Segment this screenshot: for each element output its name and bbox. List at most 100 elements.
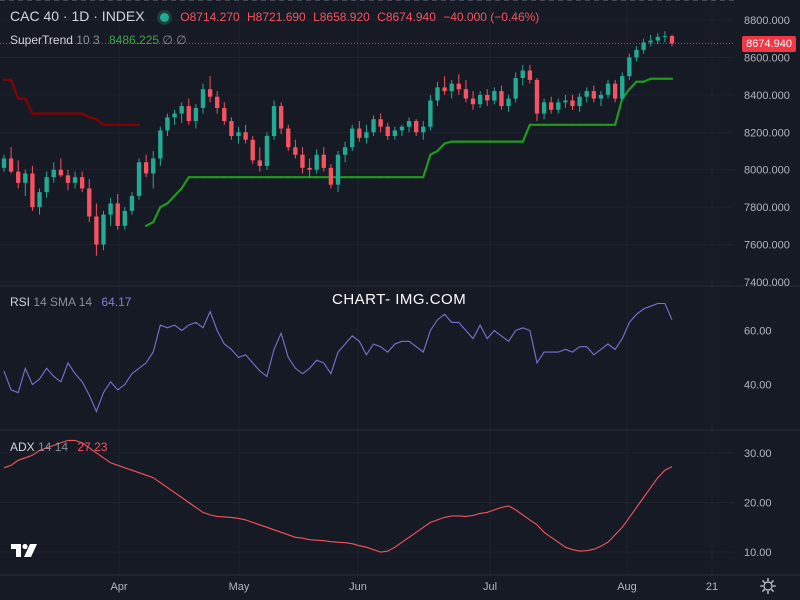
candle — [421, 121, 426, 140]
candle — [257, 147, 263, 172]
candle-body — [549, 102, 554, 110]
candle-body — [215, 96, 220, 108]
candle — [641, 38, 646, 54]
supertrend-segment — [429, 149, 439, 156]
candle-body — [456, 83, 461, 90]
candle — [94, 203, 99, 256]
candle-body — [314, 154, 319, 170]
candle — [350, 124, 355, 151]
candle — [51, 162, 56, 183]
candle-body — [122, 210, 127, 226]
supertrend-segment — [145, 221, 155, 227]
candle-body — [477, 94, 483, 105]
candle — [392, 126, 398, 140]
candle-body — [229, 121, 234, 137]
candle-body — [72, 177, 78, 183]
candle — [399, 124, 405, 137]
candle — [37, 188, 42, 215]
candle-body — [207, 89, 213, 97]
supertrend-segment — [642, 77, 652, 83]
x-tick-label: May — [229, 581, 250, 593]
candle — [30, 165, 35, 211]
price-tick-label: 8000.000 — [744, 165, 790, 177]
candle — [541, 98, 547, 120]
candle — [207, 76, 213, 103]
last-price-tag: 8674.940 — [742, 36, 796, 52]
ohlc-low: L8658.920 — [313, 10, 370, 24]
supertrend-segment — [24, 97, 34, 115]
candle — [264, 132, 270, 170]
candle-body — [108, 203, 113, 215]
candle-body — [634, 49, 639, 58]
candle-body — [321, 154, 326, 168]
candle-body — [250, 139, 255, 161]
rsi-label: RSI — [10, 295, 31, 309]
candle-body — [51, 169, 56, 178]
candle-body — [428, 100, 433, 127]
candle-body — [335, 154, 341, 185]
ohlc-close: C8674.940 — [377, 10, 436, 24]
candle — [612, 79, 618, 103]
candle-body — [612, 83, 618, 99]
candle-body — [357, 128, 362, 138]
symbol-title[interactable]: CAC 40 · 1D · INDEX — [10, 8, 145, 24]
candle — [492, 87, 497, 105]
grid-lines — [0, 0, 800, 576]
candle — [328, 164, 334, 189]
candle — [627, 53, 632, 80]
candle-body — [278, 106, 284, 129]
candle-body — [563, 100, 568, 103]
candle-body — [350, 128, 355, 148]
candle-body — [200, 89, 206, 108]
candle-body — [16, 171, 21, 183]
price-pane[interactable] — [0, 31, 734, 256]
rsi-legend[interactable]: RSI 14 SMA 14 64.17 — [10, 295, 131, 309]
candle-body — [165, 117, 170, 131]
price-axis: 8800.000 8600.000 8400.000 8200.000 8000.000… — [744, 15, 790, 559]
supertrend-value: 8486.225 — [108, 33, 160, 47]
rsi-pane[interactable] — [0, 0, 734, 413]
candle — [215, 91, 220, 114]
price-tick-label: 8800.000 — [744, 15, 790, 27]
supertrend-legend[interactable]: SuperTrend 10 3 8486.225 ∅ ∅ — [10, 33, 187, 47]
candle — [286, 124, 291, 151]
candle-body — [151, 158, 156, 174]
candle-body — [236, 132, 241, 137]
candle — [143, 154, 149, 178]
candle — [165, 113, 170, 137]
candle-body — [463, 89, 469, 99]
candle-body — [271, 106, 277, 137]
time-axis: Apr May Jun Jul Aug 21 — [110, 581, 718, 593]
candle — [357, 121, 362, 142]
candle — [485, 89, 490, 107]
candle-body — [65, 175, 71, 183]
candle — [598, 91, 604, 107]
candle — [520, 64, 525, 86]
supertrend-segment — [180, 176, 190, 190]
tradingview-logo-icon[interactable] — [10, 540, 38, 560]
price-tick-label: 8200.000 — [744, 127, 790, 139]
candle-body — [648, 40, 653, 43]
candle — [278, 102, 284, 135]
rsi-value: 64.17 — [101, 295, 132, 309]
supertrend-segment — [81, 112, 91, 119]
candle — [243, 124, 248, 144]
candle-body — [527, 70, 533, 80]
candle-body — [87, 188, 92, 217]
candle-body — [570, 100, 575, 107]
adx-legend[interactable]: ADX 14 14 27.23 — [10, 440, 107, 454]
adx-pane[interactable] — [3, 439, 673, 553]
ohlc-change: −40.000 (−0.46%) — [443, 10, 540, 24]
candle — [577, 92, 582, 112]
candle-body — [492, 91, 497, 101]
adx-tick-label: 10.00 — [744, 547, 772, 559]
candle-body — [79, 177, 85, 189]
candle-body — [449, 83, 454, 92]
candle-body — [300, 154, 305, 168]
candle — [662, 31, 668, 43]
candle — [307, 158, 312, 178]
settings-gear-icon[interactable] — [760, 578, 776, 594]
candle-body — [421, 126, 426, 133]
candle — [193, 104, 199, 129]
candle — [79, 171, 85, 193]
